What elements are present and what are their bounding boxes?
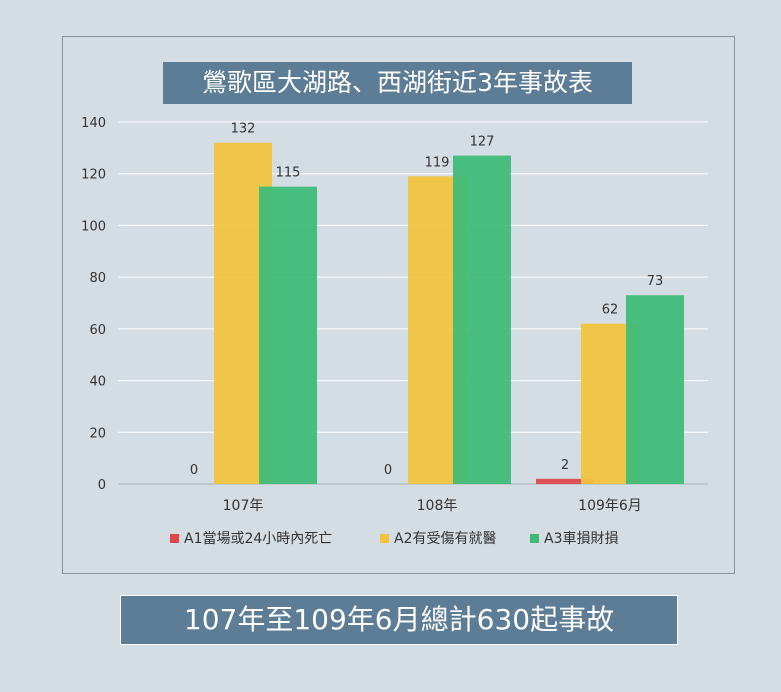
y-tick-label: 80 xyxy=(89,271,106,286)
data-label: 73 xyxy=(647,274,664,289)
data-label: 119 xyxy=(425,155,450,170)
bar-1-3 xyxy=(536,478,594,484)
data-label: 62 xyxy=(602,303,619,318)
category-label: 107年 xyxy=(223,498,264,514)
summary-banner: 107年至109年6月總計630起事故 xyxy=(120,595,678,645)
y-tick-label: 20 xyxy=(89,426,106,441)
data-label: 0 xyxy=(384,463,392,478)
chart-title: 鶯歌區大湖路、西湖街近3年事故表 xyxy=(163,62,632,104)
data-label: 2 xyxy=(561,458,569,473)
legend-swatch xyxy=(170,534,179,543)
legend-swatch xyxy=(530,534,539,543)
y-tick-label: 0 xyxy=(98,478,106,493)
legend-label: A2有受傷有就醫 xyxy=(394,531,496,547)
data-label: 115 xyxy=(276,166,301,181)
legend-label: A1當場或24小時內死亡 xyxy=(184,531,332,547)
category-label: 109年6月 xyxy=(578,498,642,514)
data-label: 127 xyxy=(470,135,495,150)
bar-3-2 xyxy=(453,155,511,484)
bar-3-1 xyxy=(259,186,317,484)
y-tick-label: 60 xyxy=(89,323,106,338)
data-label: 132 xyxy=(231,122,256,137)
y-tick-label: 100 xyxy=(81,219,106,234)
y-tick-label: 40 xyxy=(89,375,106,390)
data-label: 0 xyxy=(190,463,198,478)
y-tick-label: 140 xyxy=(81,116,106,131)
legend-swatch xyxy=(380,534,389,543)
y-tick-label: 120 xyxy=(81,168,106,183)
legend-label: A3車損財損 xyxy=(544,530,618,547)
category-label: 108年 xyxy=(417,498,458,514)
bar-3-3 xyxy=(626,295,684,484)
